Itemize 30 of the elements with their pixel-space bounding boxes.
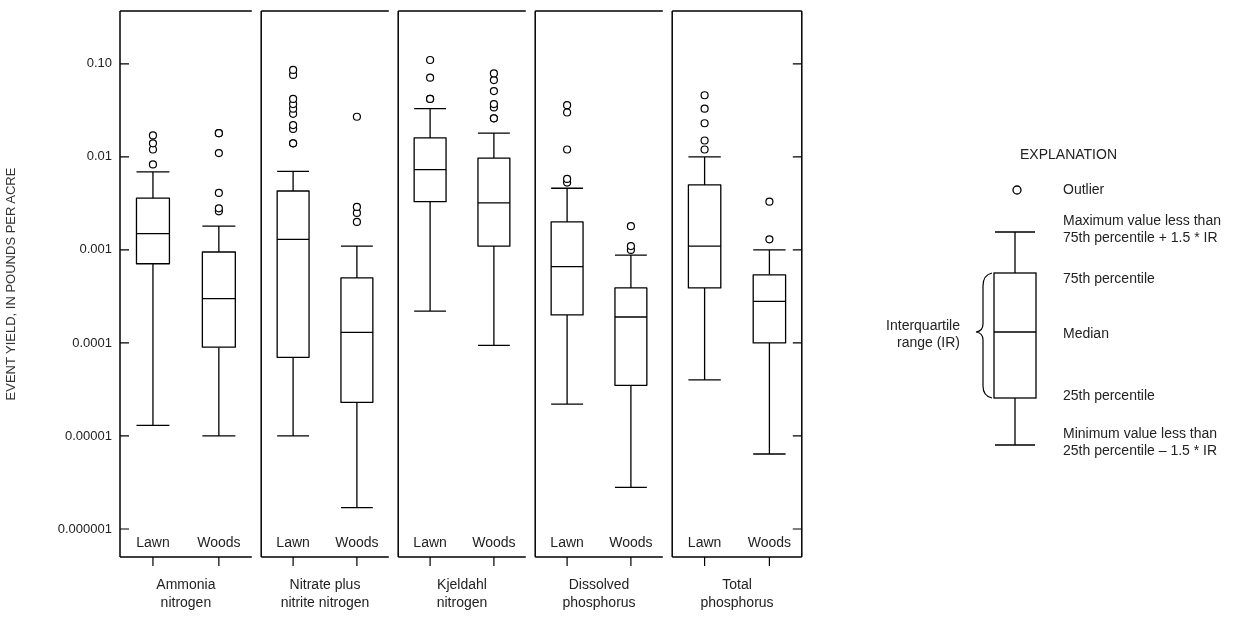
text: Interquartile range (IR) <box>885 317 960 351</box>
y-tick-label: 0.00001 <box>65 427 112 443</box>
x-axis-title: Total phosphorus <box>700 575 774 610</box>
x-tick-label: Lawn <box>550 533 584 550</box>
x-tick-label: Woods <box>609 533 653 550</box>
y-tick-label: 0.01 <box>86 148 112 164</box>
x-axis-title: Ammonia nitrogen <box>156 575 216 610</box>
x-tick-label: Lawn <box>687 533 722 550</box>
text: EXPLANATION <box>1020 146 1117 163</box>
x-axis-title: Nitrate plus nitrite nitrogen <box>280 575 370 610</box>
x-axis-title: Dissolved phosphorus <box>562 575 636 610</box>
y-tick-label: 0.0001 <box>72 334 112 350</box>
text: 75th percentile <box>1063 270 1155 287</box>
text: 25th percentile <box>1063 387 1155 404</box>
text: Maximum value less than 75th percentile + 1.5 * IR <box>1063 212 1222 246</box>
y-tick-label: 0.001 <box>79 241 112 257</box>
x-tick-label: Woods <box>747 533 792 550</box>
x-tick-label: Lawn <box>276 533 310 550</box>
y-tick-label: 0.10 <box>86 55 112 71</box>
x-tick-label: Lawn <box>136 533 170 550</box>
y-tick-label: 0.000001 <box>57 520 112 536</box>
x-axis-title: Kjeldahl nitrogen <box>436 575 488 610</box>
x-tick-label: Woods <box>197 533 241 550</box>
text: Median <box>1063 325 1109 342</box>
y-axis-title: EVENT YIELD, IN POUNDS PER ACRE <box>3 167 19 401</box>
x-tick-label: Woods <box>472 533 516 550</box>
text: Outlier <box>1063 181 1105 198</box>
x-tick-label: Lawn <box>413 533 447 550</box>
text: Minimum value less than 25th percentile – 1.5 * IR <box>1063 425 1219 459</box>
x-tick-label: Woods <box>335 533 379 550</box>
